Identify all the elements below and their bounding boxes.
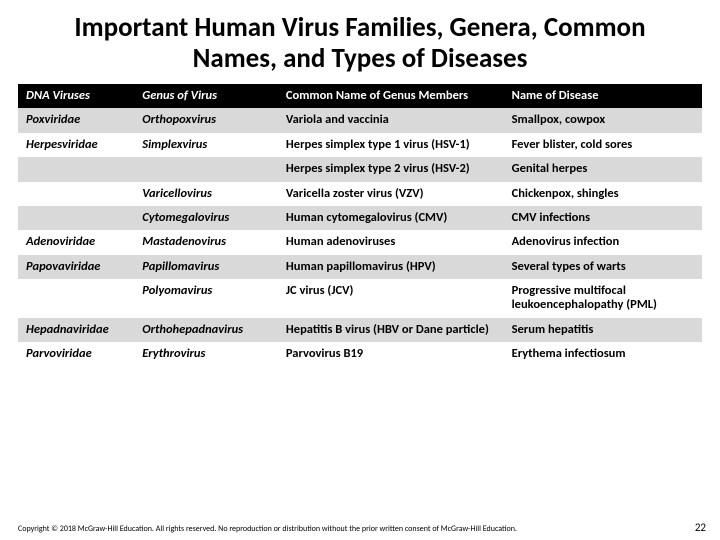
table-cell: Orthopoxvirus (134, 108, 278, 132)
table-cell: Parvoviridae (18, 342, 134, 366)
col-header-family: DNA Viruses (18, 84, 134, 108)
page-title: Important Human Virus Families, Genera, … (0, 0, 720, 84)
table-cell: Fever blister, cold sores (504, 133, 702, 157)
table-cell: Herpes simplex type 1 virus (HSV-1) (278, 133, 504, 157)
table-cell: Serum hepatitis (504, 318, 702, 342)
table-cell: JC virus (JCV) (278, 279, 504, 318)
table-cell (18, 157, 134, 181)
table-cell: Orthohepadnavirus (134, 318, 278, 342)
table-body: PoxviridaeOrthopoxvirusVariola and vacci… (18, 108, 702, 366)
table-cell (18, 182, 134, 206)
table-container: DNA Viruses Genus of Virus Common Name o… (0, 84, 720, 367)
table-row: PapovaviridaePapillomavirusHuman papillo… (18, 255, 702, 279)
table-cell: Human papillomavirus (HPV) (278, 255, 504, 279)
table-cell: Poxviridae (18, 108, 134, 132)
table-cell: Hepadnaviridae (18, 318, 134, 342)
table-row: AdenoviridaeMastadenovirusHuman adenovir… (18, 230, 702, 254)
table-row: ParvoviridaeErythrovirusParvovirus B19Er… (18, 342, 702, 366)
table-cell: Varicellovirus (134, 182, 278, 206)
table-row: HerpesviridaeSimplexvirusHerpes simplex … (18, 133, 702, 157)
copyright-footer: Copyright © 2018 McGraw-Hill Education. … (18, 524, 702, 534)
virus-table: DNA Viruses Genus of Virus Common Name o… (18, 84, 702, 367)
table-cell: Papovaviridae (18, 255, 134, 279)
table-cell: Polyomavirus (134, 279, 278, 318)
table-cell: Variola and vaccinia (278, 108, 504, 132)
table-row: PolyomavirusJC virus (JCV)Progressive mu… (18, 279, 702, 318)
table-cell: Hepatitis B virus (HBV or Dane particle) (278, 318, 504, 342)
table-row: Herpes simplex type 2 virus (HSV-2)Genit… (18, 157, 702, 181)
table-cell: Progressive multifocal leukoencephalopat… (504, 279, 702, 318)
table-cell: Herpesviridae (18, 133, 134, 157)
table-cell: Herpes simplex type 2 virus (HSV-2) (278, 157, 504, 181)
table-cell: CMV infections (504, 206, 702, 230)
table-cell: Genital herpes (504, 157, 702, 181)
table-cell: Chickenpox, shingles (504, 182, 702, 206)
table-cell: Erythema infectiosum (504, 342, 702, 366)
table-cell: Simplexvirus (134, 133, 278, 157)
table-cell: Smallpox, cowpox (504, 108, 702, 132)
table-cell: Cytomegalovirus (134, 206, 278, 230)
table-header-row: DNA Viruses Genus of Virus Common Name o… (18, 84, 702, 108)
col-header-common-name: Common Name of Genus Members (278, 84, 504, 108)
table-row: VaricellovirusVaricella zoster virus (VZ… (18, 182, 702, 206)
table-row: PoxviridaeOrthopoxvirusVariola and vacci… (18, 108, 702, 132)
table-cell (134, 157, 278, 181)
table-row: HepadnaviridaeOrthohepadnavirusHepatitis… (18, 318, 702, 342)
table-cell: Several types of warts (504, 255, 702, 279)
table-cell (18, 279, 134, 318)
table-cell: Varicella zoster virus (VZV) (278, 182, 504, 206)
table-cell: Mastadenovirus (134, 230, 278, 254)
table-cell: Human cytomegalovirus (CMV) (278, 206, 504, 230)
table-cell: Erythrovirus (134, 342, 278, 366)
table-row: CytomegalovirusHuman cytomegalovirus (CM… (18, 206, 702, 230)
table-cell (18, 206, 134, 230)
table-cell: Human adenoviruses (278, 230, 504, 254)
col-header-disease: Name of Disease (504, 84, 702, 108)
table-cell: Papillomavirus (134, 255, 278, 279)
table-cell: Adenoviridae (18, 230, 134, 254)
col-header-genus: Genus of Virus (134, 84, 278, 108)
table-cell: Adenovirus infection (504, 230, 702, 254)
table-cell: Parvovirus B19 (278, 342, 504, 366)
page-number: 22 (695, 521, 706, 534)
